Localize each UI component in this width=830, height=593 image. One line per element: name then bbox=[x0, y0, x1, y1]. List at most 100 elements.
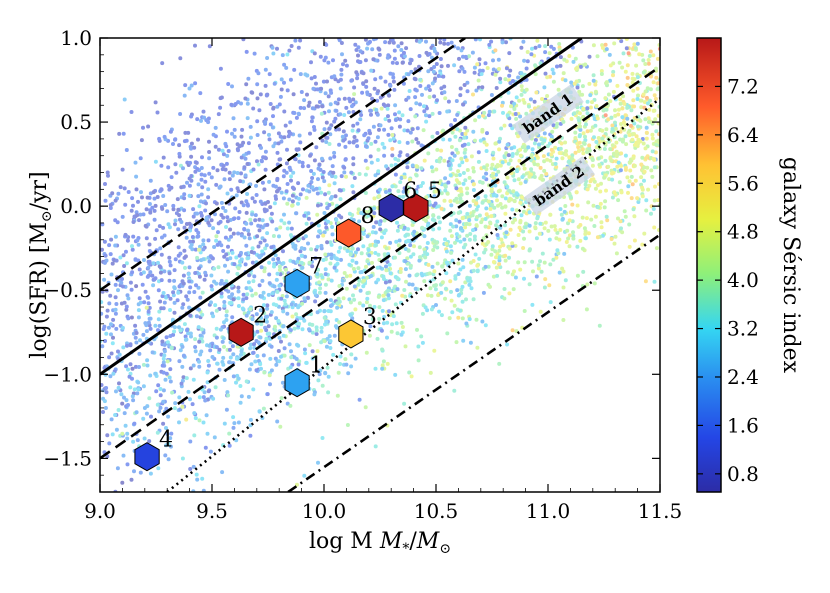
background-galaxy-point bbox=[229, 187, 234, 192]
background-galaxy-point bbox=[161, 399, 166, 404]
background-galaxy-point bbox=[206, 195, 211, 200]
galaxy-marker-3 bbox=[338, 319, 364, 349]
background-galaxy-point bbox=[149, 414, 153, 419]
background-galaxy-point bbox=[623, 134, 628, 139]
background-galaxy-point bbox=[443, 176, 448, 181]
background-galaxy-point bbox=[357, 219, 362, 224]
background-galaxy-point bbox=[439, 290, 444, 295]
background-galaxy-point bbox=[159, 252, 164, 257]
background-galaxy-point bbox=[240, 127, 245, 132]
background-galaxy-point bbox=[150, 350, 155, 355]
background-galaxy-point bbox=[109, 332, 113, 337]
background-galaxy-point bbox=[361, 81, 366, 86]
background-galaxy-point bbox=[310, 322, 315, 327]
galaxy-label-7: 7 bbox=[309, 254, 323, 279]
background-galaxy-point bbox=[591, 78, 596, 83]
background-galaxy-point bbox=[298, 192, 303, 197]
background-galaxy-point bbox=[512, 101, 517, 106]
background-galaxy-point bbox=[274, 362, 279, 367]
background-galaxy-point bbox=[562, 57, 567, 62]
background-galaxy-point bbox=[306, 241, 310, 246]
background-galaxy-point bbox=[461, 54, 465, 59]
background-galaxy-point bbox=[517, 98, 522, 103]
background-galaxy-point bbox=[588, 93, 593, 98]
background-galaxy-point bbox=[210, 355, 215, 359]
background-galaxy-point bbox=[193, 43, 197, 48]
background-galaxy-point bbox=[422, 109, 427, 114]
background-galaxy-point bbox=[365, 46, 370, 51]
background-galaxy-point bbox=[608, 99, 613, 104]
background-galaxy-point bbox=[296, 45, 301, 50]
background-galaxy-point bbox=[269, 310, 274, 315]
background-galaxy-point bbox=[642, 178, 646, 183]
background-galaxy-point bbox=[528, 247, 532, 252]
background-galaxy-point bbox=[441, 128, 446, 133]
background-galaxy-point bbox=[137, 365, 141, 369]
background-galaxy-point bbox=[330, 174, 335, 179]
background-galaxy-point bbox=[288, 328, 293, 333]
background-galaxy-point bbox=[484, 212, 489, 217]
background-galaxy-point bbox=[437, 159, 442, 164]
background-galaxy-point bbox=[361, 231, 366, 236]
background-galaxy-point bbox=[265, 303, 270, 308]
background-galaxy-point bbox=[413, 286, 418, 291]
background-galaxy-point bbox=[422, 104, 426, 109]
background-galaxy-point bbox=[124, 398, 129, 403]
background-galaxy-point bbox=[100, 300, 104, 305]
background-galaxy-point bbox=[214, 201, 219, 206]
background-galaxy-point bbox=[266, 324, 271, 329]
background-galaxy-point bbox=[215, 361, 220, 366]
background-galaxy-point bbox=[370, 230, 375, 235]
background-galaxy-point bbox=[100, 344, 105, 349]
background-galaxy-point bbox=[554, 236, 559, 241]
background-galaxy-point bbox=[303, 254, 308, 259]
background-galaxy-point bbox=[441, 137, 446, 142]
background-galaxy-point bbox=[646, 101, 650, 106]
background-galaxy-point bbox=[402, 175, 407, 180]
background-galaxy-point bbox=[212, 245, 217, 249]
background-galaxy-point bbox=[627, 222, 632, 227]
background-galaxy-point bbox=[489, 166, 494, 171]
background-galaxy-point bbox=[540, 251, 545, 256]
background-galaxy-point bbox=[173, 257, 178, 262]
background-galaxy-point bbox=[230, 250, 235, 255]
background-galaxy-point bbox=[161, 360, 166, 365]
background-galaxy-point bbox=[138, 338, 142, 343]
background-galaxy-point bbox=[251, 106, 256, 111]
background-galaxy-point bbox=[463, 131, 468, 136]
background-galaxy-point bbox=[166, 414, 171, 419]
background-galaxy-point bbox=[252, 51, 257, 56]
background-galaxy-point bbox=[323, 252, 328, 257]
background-galaxy-point bbox=[155, 110, 160, 115]
background-galaxy-point bbox=[183, 334, 188, 339]
background-galaxy-point bbox=[294, 147, 299, 152]
background-galaxy-point bbox=[625, 75, 630, 80]
background-galaxy-point bbox=[397, 140, 402, 145]
main-sequence-line bbox=[100, 38, 583, 376]
background-galaxy-point bbox=[349, 78, 354, 83]
background-galaxy-point bbox=[244, 251, 248, 256]
background-galaxy-point bbox=[621, 137, 626, 142]
background-galaxy-point bbox=[322, 315, 327, 320]
background-galaxy-point bbox=[522, 58, 527, 63]
background-galaxy-point bbox=[189, 83, 194, 88]
background-galaxy-point bbox=[193, 169, 198, 174]
background-galaxy-point bbox=[652, 279, 657, 284]
background-galaxy-point bbox=[282, 221, 287, 226]
background-galaxy-point bbox=[377, 52, 382, 57]
background-galaxy-point bbox=[395, 287, 400, 292]
background-galaxy-point bbox=[325, 205, 330, 210]
background-galaxy-point bbox=[187, 221, 192, 226]
background-galaxy-point bbox=[137, 218, 141, 223]
background-galaxy-point bbox=[651, 108, 656, 113]
background-galaxy-point bbox=[363, 158, 368, 163]
background-galaxy-point bbox=[587, 81, 592, 86]
background-galaxy-point bbox=[231, 297, 236, 302]
background-galaxy-point bbox=[450, 310, 455, 315]
background-galaxy-point bbox=[365, 296, 370, 301]
background-galaxy-point bbox=[399, 320, 404, 325]
background-galaxy-point bbox=[180, 456, 185, 461]
background-galaxy-point bbox=[164, 335, 169, 340]
background-galaxy-point bbox=[546, 228, 551, 233]
background-galaxy-point bbox=[378, 219, 383, 224]
